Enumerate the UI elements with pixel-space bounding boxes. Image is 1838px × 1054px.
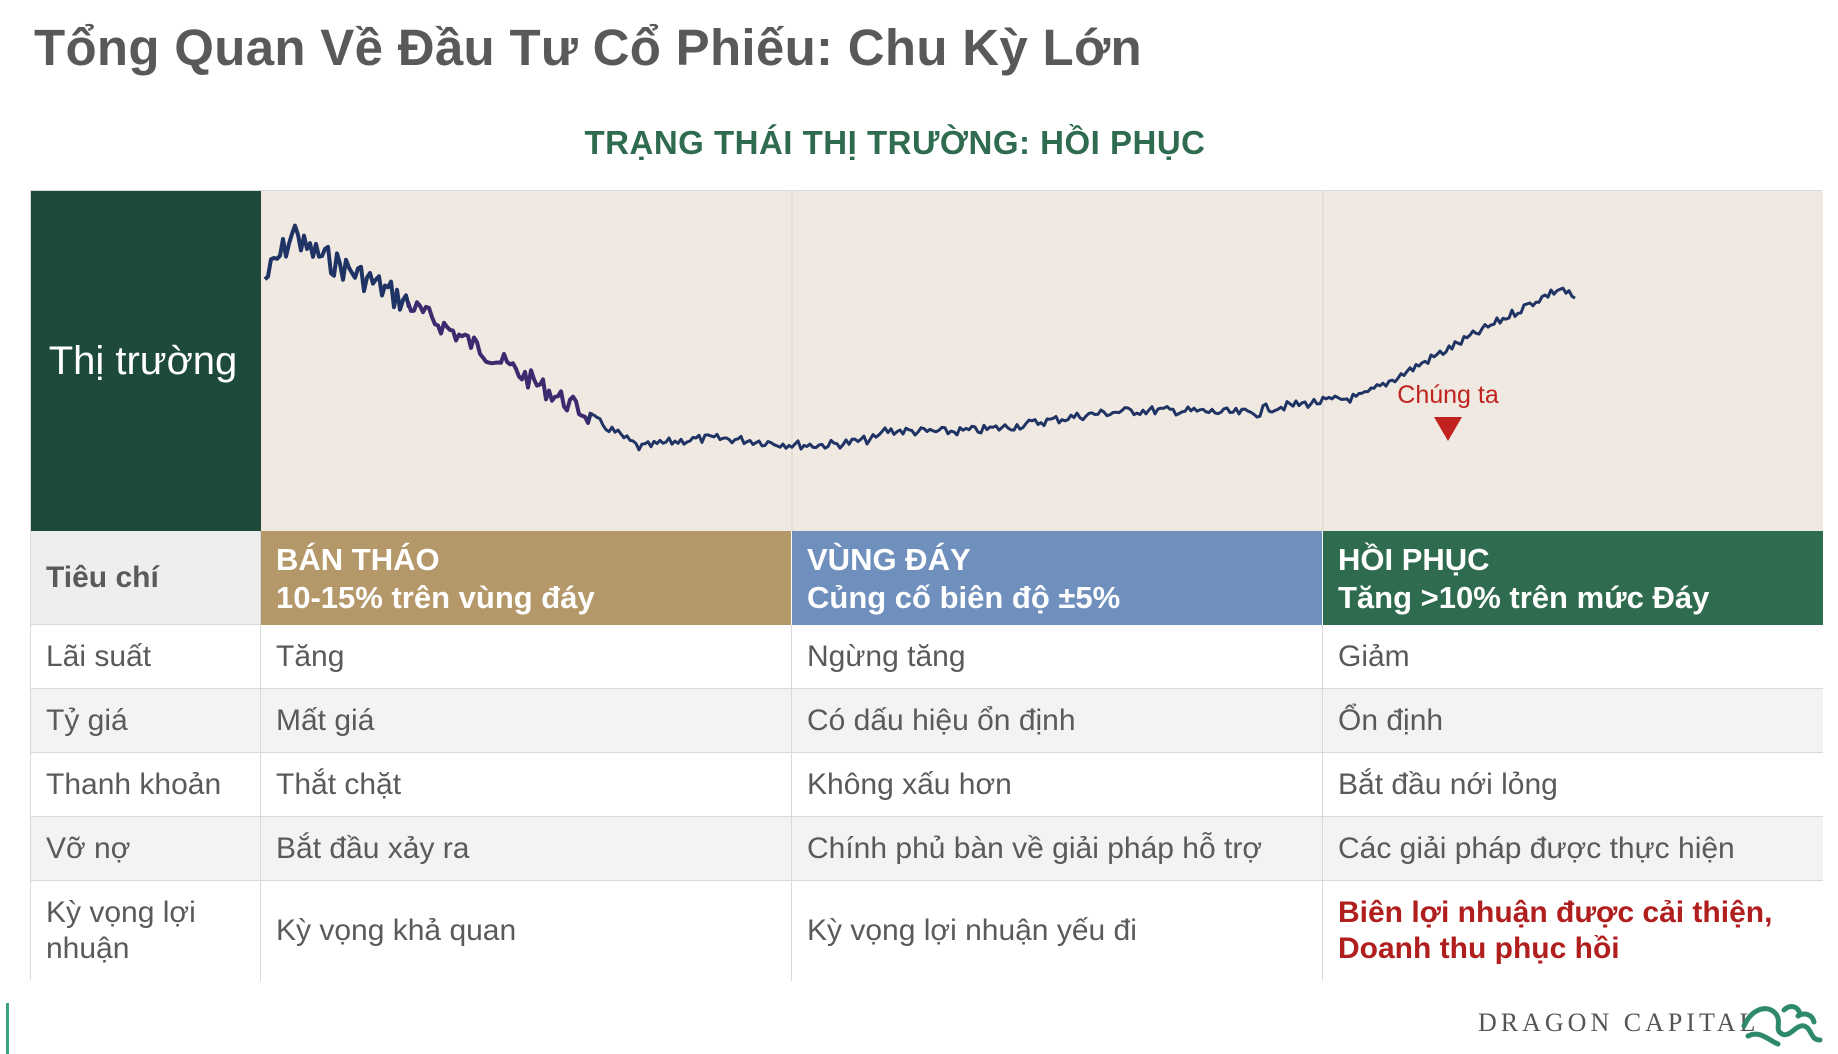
phase-description: Tăng >10% trên mức Đáy — [1338, 580, 1710, 615]
phase-header-selloff: BÁN THÁO 10-15% trên vùng đáy — [261, 531, 792, 625]
phase-description: Củng cố biên độ ±5% — [807, 580, 1121, 615]
market-chart: Chúng ta — [261, 191, 1823, 531]
phase-title: HỒI PHỤC — [1338, 542, 1490, 577]
table-cell: Chính phủ bàn về giải pháp hỗ trợ — [792, 817, 1323, 881]
table-cell: Không xấu hơn — [792, 753, 1323, 817]
phase-header-bottom: VÙNG ĐÁY Củng cố biên độ ±5% — [792, 531, 1323, 625]
table-cell: Tăng — [261, 625, 792, 689]
market-line-segment-1 — [263, 223, 411, 312]
dragon-logo-icon — [1741, 1004, 1823, 1047]
table-cell: Ngừng tăng — [792, 625, 1323, 689]
market-label: Thị trường — [31, 191, 261, 531]
criterion-liquidity: Thanh khoản — [31, 753, 261, 817]
criterion-profit-expectation: Kỳ vọng lợi nhuận — [31, 881, 261, 981]
table-cell: Có dấu hiệu ổn định — [792, 689, 1323, 753]
market-state-subtitle: TRẠNG THÁI THỊ TRƯỜNG: HỒI PHỤC — [584, 124, 1206, 161]
criteria-header: Tiêu chí — [31, 531, 261, 625]
brand-logo-text: DRAGON CAPITAL — [1478, 1008, 1760, 1037]
cycle-table: Thị trường Chúng ta Tiêu chí BÁN THÁO 10… — [30, 190, 1823, 981]
marker-arrow-icon — [1434, 417, 1462, 441]
criterion-exchange-rate: Tỷ giá — [31, 689, 261, 753]
page-title: Tổng Quan Về Đầu Tư Cổ Phiếu: Chu Kỳ Lớn — [34, 19, 1143, 76]
market-line-segment-2 — [406, 300, 593, 425]
footer-accent-bar — [6, 1003, 9, 1054]
table-cell: Bắt đầu xảy ra — [261, 817, 792, 881]
market-line-chart: Chúng ta — [263, 191, 1576, 531]
table-cell: Bắt đầu nới lỏng — [1323, 753, 1823, 817]
criterion-interest-rate: Lãi suất — [31, 625, 261, 689]
phase-title: VÙNG ĐÁY — [807, 542, 971, 577]
phase-description: 10-15% trên vùng đáy — [276, 580, 595, 615]
criterion-default: Vỡ nợ — [31, 817, 261, 881]
table-cell: Thắt chặt — [261, 753, 792, 817]
marker-label: Chúng ta — [1397, 381, 1499, 409]
table-cell-highlight: Biên lợi nhuận được cải thiện, Doanh thu… — [1323, 881, 1823, 981]
phase-title: BÁN THÁO — [276, 542, 440, 577]
table-cell: Kỳ vọng lợi nhuận yếu đi — [792, 881, 1323, 981]
table-cell: Giảm — [1323, 625, 1823, 689]
table-cell: Kỳ vọng khả quan — [261, 881, 792, 981]
market-line-segment-3 — [586, 286, 1576, 452]
phase-header-recovery: HỒI PHỤC Tăng >10% trên mức Đáy — [1323, 531, 1823, 625]
table-cell: Các giải pháp được thực hiện — [1323, 817, 1823, 881]
table-cell: Mất giá — [261, 689, 792, 753]
table-cell: Ổn định — [1323, 689, 1823, 753]
